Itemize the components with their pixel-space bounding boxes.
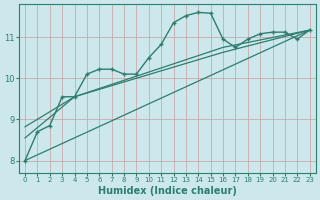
X-axis label: Humidex (Indice chaleur): Humidex (Indice chaleur)	[98, 186, 237, 196]
